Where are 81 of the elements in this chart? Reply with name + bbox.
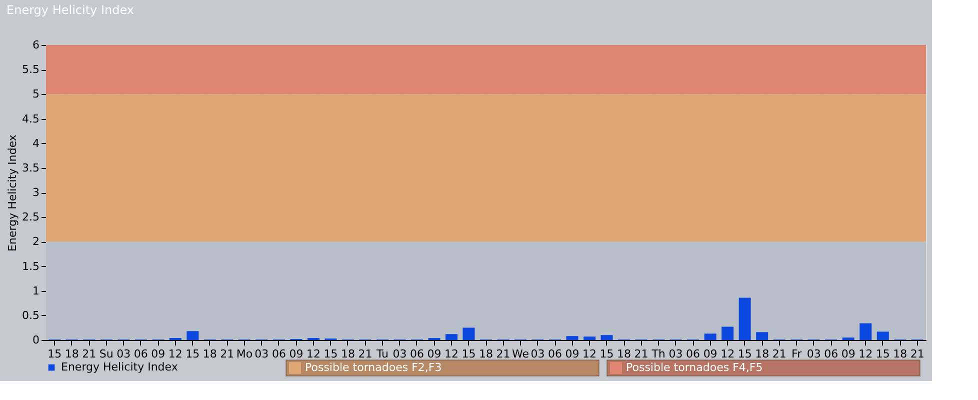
x-tick-label: 12 [582, 348, 597, 360]
bar [584, 336, 596, 340]
legend-label: Energy Helicity Index [61, 360, 178, 374]
x-tick-label: 15 [600, 348, 614, 360]
x-tick-label: 09 [841, 348, 856, 360]
x-tick-label: 12 [858, 348, 873, 360]
x-tick-label: 21 [220, 348, 234, 360]
x-tick-label: 03 [254, 348, 269, 360]
x-tick-label: 18 [202, 348, 217, 360]
x-tick-label: 18 [893, 348, 908, 360]
y-tick-label: 5.5 [22, 63, 40, 76]
y-tick-label: 3.5 [22, 161, 40, 174]
x-tick-label: 06 [824, 348, 838, 360]
x-tick-label: 21 [496, 348, 510, 360]
x-tick-label: 15 [462, 348, 476, 360]
x-tick-label: 06 [548, 348, 562, 360]
bar [445, 334, 458, 340]
x-tick-label: 15 [876, 348, 890, 360]
x-tick-label: 12 [720, 348, 735, 360]
y-tick-label: 1.5 [22, 260, 40, 273]
x-tick-label: 18 [755, 348, 770, 360]
x-tick-label: 03 [530, 348, 545, 360]
x-tick-label: 15 [48, 348, 62, 360]
y-tick-label: 3 [32, 186, 40, 199]
x-tick-label: Tu [375, 348, 388, 360]
y-tick-label: 1 [32, 284, 40, 298]
x-tick-label: 09 [703, 348, 718, 360]
y-tick-label: 5 [32, 88, 40, 101]
legend-label: Possible tornadoes F2,F3 [305, 361, 442, 374]
x-tick-label: Fr [792, 348, 802, 360]
x-tick-label: 06 [134, 348, 148, 360]
x-tick-label: 21 [634, 348, 648, 360]
bar [566, 336, 578, 340]
x-tick-label: 06 [686, 348, 700, 360]
bar [600, 335, 613, 340]
y-tick-label: 4.5 [22, 112, 40, 126]
x-tick-label: Su [99, 348, 114, 360]
x-tick-label: 09 [289, 348, 304, 360]
chart-title: Energy Helicity Index [6, 3, 134, 17]
x-tick-label: 12 [306, 348, 320, 360]
y-tick-label: 2.5 [22, 210, 40, 224]
x-tick-label: 18 [340, 348, 355, 360]
x-tick-label: 21 [910, 348, 924, 360]
x-tick-label: 12 [168, 348, 182, 360]
x-tick-label: 09 [427, 348, 442, 360]
bar [876, 332, 889, 340]
x-tick-label: 21 [358, 348, 372, 360]
y-axis-title: Energy Helicity Index [6, 134, 20, 252]
bar [756, 332, 768, 340]
x-tick-label: Th [650, 348, 666, 360]
x-tick-label: 06 [410, 348, 424, 360]
bar [738, 298, 751, 340]
x-tick-label: 09 [151, 348, 166, 360]
x-tick-label: 09 [565, 348, 580, 360]
y-tick-label: 2 [32, 235, 40, 248]
x-tick-label: 03 [668, 348, 683, 360]
x-tick-label: 03 [806, 348, 821, 360]
x-tick-label: 18 [617, 348, 632, 360]
x-tick-label: 12 [444, 348, 458, 360]
x-tick-label: We [512, 348, 530, 360]
x-tick-label: 15 [186, 348, 200, 360]
bar [186, 331, 199, 340]
y-tick-label: 0.5 [22, 308, 40, 322]
x-tick-label: 18 [64, 348, 79, 360]
x-tick-label: 15 [324, 348, 338, 360]
x-tick-label: 06 [272, 348, 286, 360]
bar [860, 323, 872, 340]
bar [704, 334, 716, 340]
x-tick-label: 03 [116, 348, 131, 360]
x-tick-label: 18 [479, 348, 493, 360]
x-tick-label: 15 [738, 348, 752, 360]
bar [462, 328, 475, 340]
y-tick-label: 4 [32, 136, 40, 150]
x-tick-label: 03 [392, 348, 407, 360]
x-tick-label: 21 [772, 348, 786, 360]
legend-label: Possible tornadoes F4,F5 [626, 361, 763, 374]
y-tick-label: 6 [32, 38, 40, 52]
bar [722, 326, 734, 340]
y-tick-label: 0 [32, 334, 40, 346]
x-tick-label: 21 [82, 348, 96, 360]
x-tick-label: Mo [236, 348, 253, 360]
